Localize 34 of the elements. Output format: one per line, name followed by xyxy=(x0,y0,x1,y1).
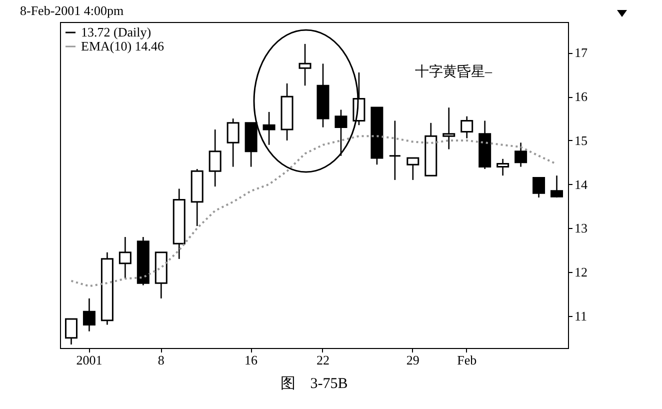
candlestick xyxy=(532,177,546,198)
candlestick xyxy=(442,106,456,150)
candlestick xyxy=(226,118,240,168)
x-tick-label: 2001 xyxy=(76,352,102,368)
x-tick-label: 16 xyxy=(244,352,258,368)
candlestick xyxy=(550,174,564,198)
candlestick xyxy=(262,111,276,146)
y-tick-label: 13 xyxy=(574,220,588,236)
y-tick-label: 17 xyxy=(574,45,588,60)
candlestick xyxy=(334,109,348,156)
caption: 图 3-75B xyxy=(280,376,348,392)
x-tick-label: 8 xyxy=(158,352,164,368)
x-tick-label: 22 xyxy=(316,352,330,368)
y-tick-label: 11 xyxy=(574,308,588,324)
annotation: 十字黄昏星– xyxy=(415,64,493,80)
candlestick xyxy=(118,236,132,280)
y-tick-label: 16 xyxy=(574,89,588,104)
candlestick xyxy=(298,43,312,86)
candlestick xyxy=(406,157,420,181)
y-tick-label: 15 xyxy=(574,132,588,148)
legend-label: 13.72 (Daily) xyxy=(81,24,152,40)
candlestick xyxy=(208,128,222,188)
candlestick xyxy=(514,142,528,168)
x-tick-label: 29 xyxy=(406,352,420,368)
y-tick-label: 12 xyxy=(574,264,588,280)
y-tick-label: 14 xyxy=(574,176,588,192)
legend-label: EMA(10) 14.46 xyxy=(81,38,165,54)
x-tick-label: Feb xyxy=(457,352,477,368)
candlestick xyxy=(460,116,474,139)
candlestick xyxy=(496,158,510,176)
candlestick xyxy=(388,120,402,181)
candlestick xyxy=(64,318,78,346)
chart-title: 8-Feb-2001 4:00pm xyxy=(20,3,124,18)
candlestick xyxy=(82,298,96,332)
